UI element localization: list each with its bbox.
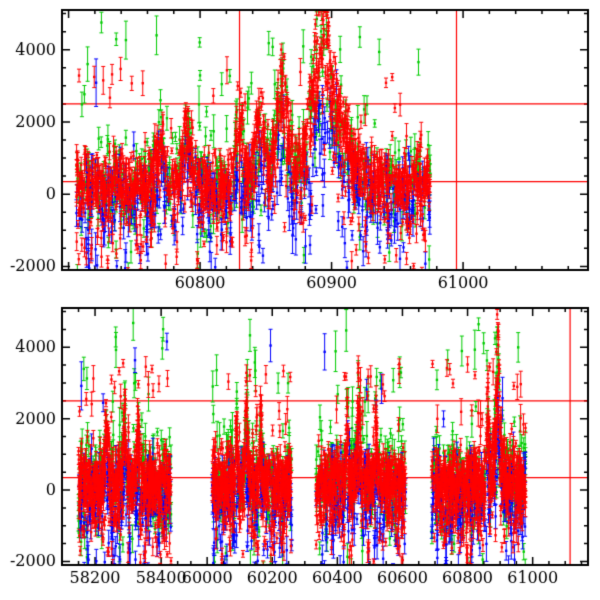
light-curve-figure [0,0,600,600]
light-curves-canvas [0,0,600,600]
